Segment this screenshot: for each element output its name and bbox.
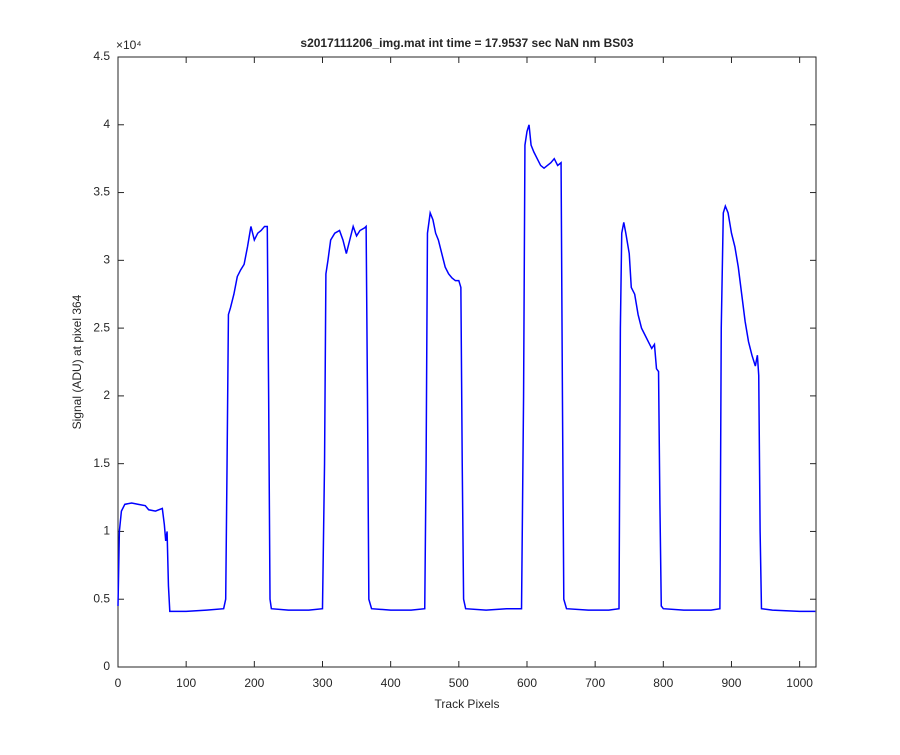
y-tick-label: 0 <box>103 659 110 673</box>
y-tick-label: 2 <box>103 388 110 402</box>
data-line <box>117 124 816 613</box>
y-tick-label: 4 <box>103 117 110 131</box>
y-tick-label: 3 <box>103 253 110 267</box>
x-tick-label: 1000 <box>786 676 813 690</box>
x-tick-label: 400 <box>381 676 401 690</box>
x-tick-label: 700 <box>585 676 605 690</box>
y-tick-label: 2.5 <box>93 320 110 334</box>
x-tick-label: 800 <box>653 676 673 690</box>
axes-box <box>117 56 817 668</box>
y-tick-label: 4.5 <box>93 49 110 63</box>
y-tick-label: 0.5 <box>93 591 110 605</box>
x-tick-label: 0 <box>115 676 122 690</box>
x-tick-label: 500 <box>449 676 469 690</box>
x-tick-label: 200 <box>244 676 264 690</box>
y-tick-label: 3.5 <box>93 185 110 199</box>
x-axis-label: Track Pixels <box>435 697 500 711</box>
x-tick-label: 900 <box>721 676 741 690</box>
y-axis-label: Signal (ADU) at pixel 364 <box>70 294 84 429</box>
y-exponent-label: ×10⁴ <box>116 38 142 52</box>
y-tick-label: 1.5 <box>93 456 110 470</box>
x-tick-label: 100 <box>176 676 196 690</box>
chart-title: s2017111206_img.mat int time = 17.9537 s… <box>300 36 634 50</box>
x-tick-label: 300 <box>312 676 332 690</box>
y-tick-label: 1 <box>103 524 110 538</box>
x-tick-label: 600 <box>517 676 537 690</box>
